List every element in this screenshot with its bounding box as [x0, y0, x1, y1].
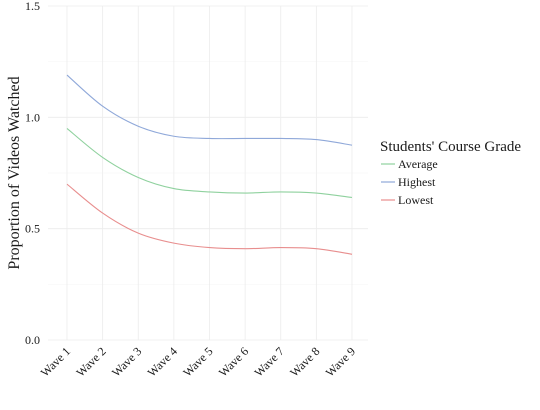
y-tick-label: 1.0	[25, 110, 40, 124]
y-tick-label: 1.5	[25, 0, 40, 13]
grid-layer	[48, 5, 368, 341]
y-tick-label: 0.5	[25, 222, 40, 236]
y-tick-label: 0.0	[25, 333, 40, 347]
x-tick-label: Wave 7	[251, 344, 286, 379]
x-tick-label: Wave 5	[180, 344, 215, 379]
y-tick-labels: 0.0 0.5 1.0 1.5	[25, 0, 40, 347]
x-tick-label: Wave 6	[216, 344, 251, 379]
legend-item-lowest: Lowest	[381, 193, 434, 207]
legend: Students' Course Grade Average Highest Low…	[380, 139, 521, 207]
x-tick-label: Wave 1	[38, 344, 73, 379]
series-layer	[66, 74, 353, 255]
legend-item-highest: Highest	[381, 175, 436, 189]
x-tick-label: Wave 9	[323, 344, 358, 379]
legend-items: Average Highest Lowest	[381, 157, 438, 207]
legend-item-average: Average	[381, 157, 438, 171]
x-tick-label: Wave 3	[109, 344, 144, 379]
x-tick-label: Wave 8	[287, 344, 322, 379]
series-line-lowest	[66, 183, 353, 255]
series-line-average	[66, 128, 353, 199]
series-line-highest	[66, 74, 353, 146]
legend-label: Average	[398, 157, 438, 171]
x-tick-label: Wave 4	[145, 344, 180, 379]
y-axis-title: Proportion of Videos Watched	[6, 76, 23, 269]
x-tick-label: Wave 2	[73, 344, 108, 379]
legend-label: Highest	[398, 175, 436, 189]
legend-title: Students' Course Grade	[380, 139, 521, 155]
legend-label: Lowest	[398, 193, 434, 207]
x-tick-labels: Wave 1 Wave 2 Wave 3 Wave 4 Wave 5 Wave 6 Wave…	[38, 344, 358, 379]
